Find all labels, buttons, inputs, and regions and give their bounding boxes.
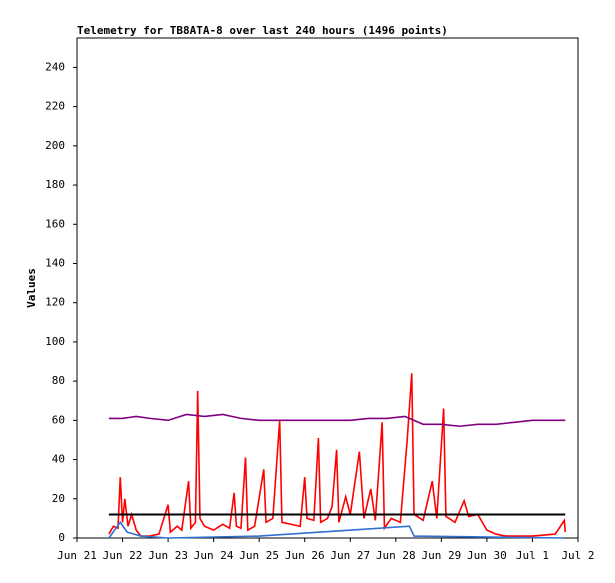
x-tick-label: Jun 26 — [285, 549, 325, 562]
y-tick-label: 60 — [52, 413, 65, 426]
y-tick-label: 240 — [45, 60, 65, 73]
series-line — [108, 413, 566, 428]
x-tick-label: Jul 1 — [516, 549, 549, 562]
x-tick-label: Jun 27 — [330, 549, 370, 562]
chart-title: Telemetry for TB8ATA-8 over last 240 hou… — [77, 24, 448, 37]
y-axis-label: Values — [25, 268, 38, 308]
y-tick-label: 0 — [58, 531, 65, 544]
y-tick-label: 100 — [45, 335, 65, 348]
x-tick-label: Jun 24 — [194, 549, 234, 562]
x-tick-label: Jun 21 — [57, 549, 97, 562]
y-tick-label: 220 — [45, 100, 65, 113]
x-tick-label: Jun 28 — [376, 549, 416, 562]
series-line — [108, 373, 567, 537]
x-tick-label: Jul 2 — [561, 549, 594, 562]
y-tick-label: 180 — [45, 178, 65, 191]
y-tick-label: 140 — [45, 256, 65, 269]
series-line — [108, 520, 565, 539]
x-tick-label: Jun 23 — [148, 549, 188, 562]
x-tick-label: Jun 29 — [421, 549, 461, 562]
x-tick-label: Jun 22 — [103, 549, 143, 562]
y-tick-label: 40 — [52, 453, 65, 466]
y-tick-label: 160 — [45, 217, 65, 230]
y-tick-label: 200 — [45, 139, 65, 152]
y-tick-label: 80 — [52, 374, 65, 387]
x-tick-label: Jun 25 — [239, 549, 279, 562]
y-tick-label: 20 — [52, 492, 65, 505]
y-tick-label: 120 — [45, 296, 65, 309]
plot-frame — [76, 37, 579, 539]
x-tick-label: Jun 30 — [467, 549, 507, 562]
